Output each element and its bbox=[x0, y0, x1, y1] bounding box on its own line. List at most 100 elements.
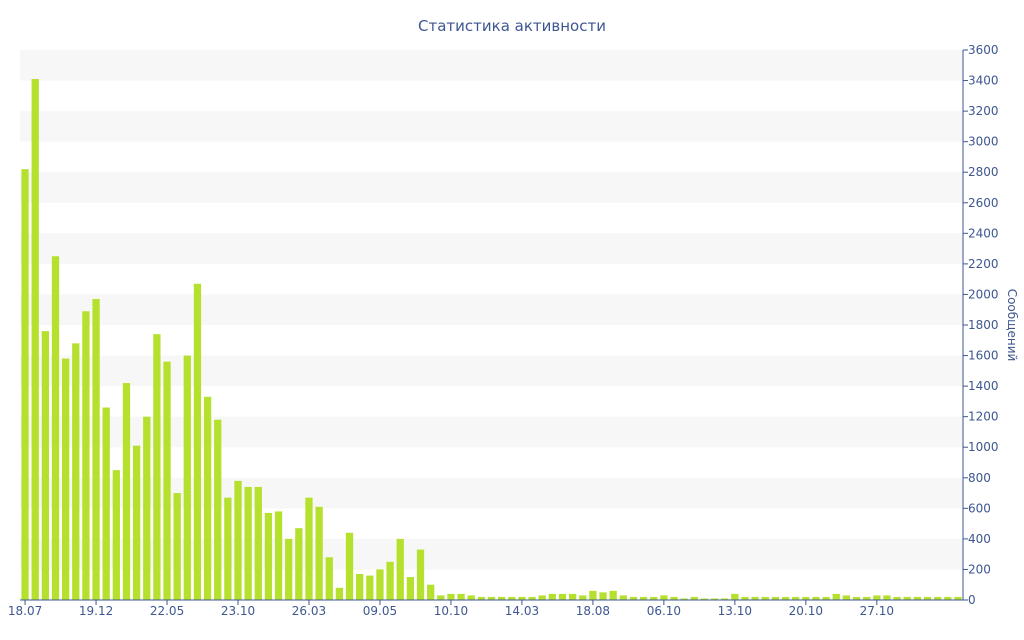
bar[interactable] bbox=[558, 593, 567, 600]
bar[interactable] bbox=[589, 590, 597, 600]
bar[interactable] bbox=[41, 331, 49, 600]
bar[interactable] bbox=[31, 79, 39, 600]
bar[interactable] bbox=[427, 584, 435, 600]
bar[interactable] bbox=[173, 493, 181, 600]
bar[interactable] bbox=[842, 595, 851, 600]
bar[interactable] bbox=[609, 590, 617, 600]
bar[interactable] bbox=[477, 596, 486, 600]
bar[interactable] bbox=[193, 283, 202, 600]
bar[interactable] bbox=[21, 169, 29, 601]
bar[interactable] bbox=[731, 593, 739, 600]
bar[interactable] bbox=[650, 596, 658, 600]
bar[interactable] bbox=[335, 587, 344, 600]
bar[interactable] bbox=[852, 596, 861, 600]
bar[interactable] bbox=[863, 596, 871, 600]
bar[interactable] bbox=[579, 595, 587, 600]
bar[interactable] bbox=[599, 592, 607, 600]
bar[interactable] bbox=[497, 596, 506, 600]
bar[interactable] bbox=[285, 538, 293, 600]
bar[interactable] bbox=[325, 557, 333, 600]
bar[interactable] bbox=[51, 256, 60, 600]
bar[interactable] bbox=[183, 355, 191, 600]
bar[interactable] bbox=[538, 595, 546, 600]
bar[interactable] bbox=[771, 596, 780, 600]
bar[interactable] bbox=[295, 528, 303, 600]
bar[interactable] bbox=[153, 334, 161, 600]
bar[interactable] bbox=[244, 486, 252, 600]
bar[interactable] bbox=[345, 532, 354, 600]
bar[interactable] bbox=[518, 596, 526, 600]
bar[interactable] bbox=[143, 416, 151, 600]
x-tick-label: 19.12 bbox=[79, 604, 113, 618]
bar[interactable] bbox=[670, 596, 678, 600]
bar[interactable] bbox=[639, 596, 648, 600]
bar[interactable] bbox=[396, 538, 404, 600]
bar[interactable] bbox=[356, 574, 364, 600]
bar[interactable] bbox=[913, 596, 922, 600]
y-tick-label: 200 bbox=[968, 562, 991, 576]
bar[interactable] bbox=[102, 407, 110, 601]
bar[interactable] bbox=[812, 596, 820, 600]
bar[interactable] bbox=[112, 470, 120, 600]
bar[interactable] bbox=[254, 486, 262, 600]
bar[interactable] bbox=[619, 595, 627, 600]
bar[interactable] bbox=[761, 596, 769, 600]
bar[interactable] bbox=[660, 595, 668, 600]
bar[interactable] bbox=[92, 299, 100, 600]
bar[interactable] bbox=[954, 596, 962, 600]
bar[interactable] bbox=[792, 596, 800, 600]
bar[interactable] bbox=[274, 511, 283, 600]
bar[interactable] bbox=[690, 596, 698, 600]
bar[interactable] bbox=[873, 595, 881, 600]
bars-group bbox=[21, 79, 962, 601]
bar[interactable] bbox=[305, 497, 313, 600]
bar[interactable] bbox=[447, 593, 455, 600]
bar[interactable] bbox=[467, 595, 475, 600]
bar[interactable] bbox=[122, 383, 131, 600]
bar[interactable] bbox=[315, 506, 323, 600]
bar[interactable] bbox=[437, 595, 445, 600]
bar[interactable] bbox=[366, 575, 374, 600]
bar[interactable] bbox=[508, 596, 516, 600]
y-tick-label: 1600 bbox=[968, 349, 999, 363]
bar[interactable] bbox=[893, 596, 901, 600]
bar[interactable] bbox=[82, 311, 90, 600]
bar[interactable] bbox=[629, 596, 638, 600]
bar[interactable] bbox=[700, 598, 709, 600]
bar[interactable] bbox=[781, 596, 790, 600]
bar[interactable] bbox=[680, 598, 688, 600]
bar[interactable] bbox=[710, 598, 719, 600]
bar[interactable] bbox=[163, 361, 171, 600]
bar[interactable] bbox=[883, 595, 891, 600]
bar[interactable] bbox=[416, 549, 425, 600]
bar[interactable] bbox=[741, 596, 749, 600]
bar[interactable] bbox=[224, 497, 232, 600]
bar[interactable] bbox=[944, 596, 952, 600]
bar[interactable] bbox=[822, 596, 830, 600]
bar[interactable] bbox=[406, 577, 415, 600]
bar[interactable] bbox=[548, 593, 556, 600]
y-tick-label: 3600 bbox=[968, 43, 999, 57]
bar[interactable] bbox=[61, 358, 70, 600]
bar[interactable] bbox=[457, 593, 465, 600]
bar[interactable] bbox=[234, 480, 242, 600]
bar[interactable] bbox=[721, 598, 729, 600]
bar[interactable] bbox=[386, 561, 394, 600]
bar[interactable] bbox=[72, 343, 80, 600]
bar[interactable] bbox=[203, 396, 212, 600]
bar[interactable] bbox=[264, 512, 273, 600]
bar[interactable] bbox=[751, 596, 759, 600]
bar[interactable] bbox=[903, 596, 911, 600]
bar[interactable] bbox=[802, 596, 810, 600]
bar[interactable] bbox=[214, 419, 222, 600]
bar[interactable] bbox=[923, 596, 932, 600]
bar[interactable] bbox=[934, 596, 942, 600]
bar[interactable] bbox=[528, 596, 536, 600]
bar[interactable] bbox=[376, 569, 384, 600]
bar[interactable] bbox=[568, 593, 577, 600]
bar[interactable] bbox=[487, 596, 496, 600]
bar[interactable] bbox=[132, 445, 141, 600]
bar[interactable] bbox=[832, 593, 840, 600]
